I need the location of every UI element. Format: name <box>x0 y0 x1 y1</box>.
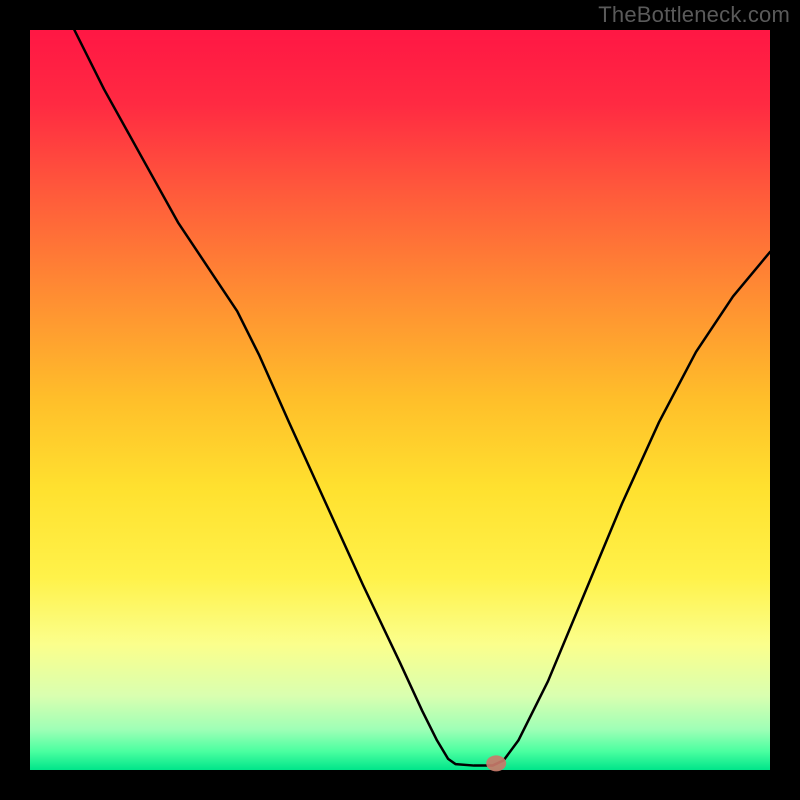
chart-background <box>30 30 770 770</box>
bottleneck-chart <box>0 0 800 800</box>
watermark-text: TheBottleneck.com <box>598 2 790 28</box>
optimum-marker <box>486 755 506 771</box>
